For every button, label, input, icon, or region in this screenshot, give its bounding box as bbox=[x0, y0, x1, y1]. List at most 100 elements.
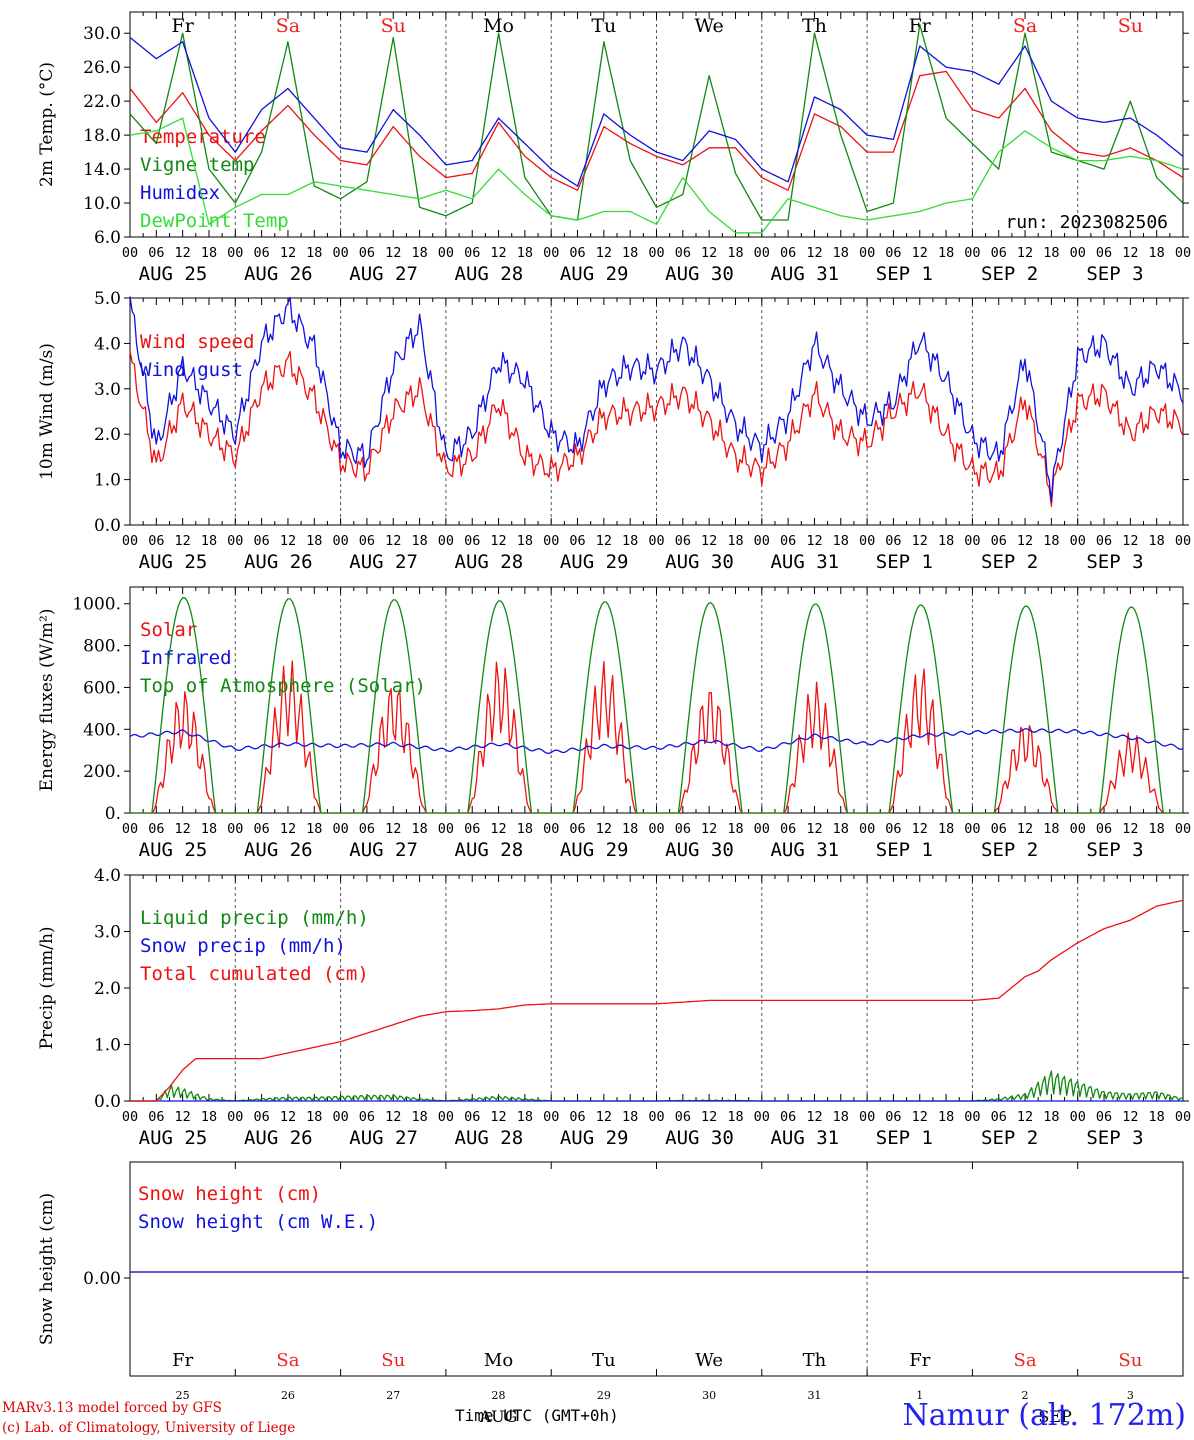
y-tick-label: 18.0 bbox=[83, 126, 121, 146]
legend-entry: Snow height (cm) bbox=[138, 1183, 321, 1205]
x-hour-label: 00 bbox=[438, 245, 454, 261]
x-hour-label: 18 bbox=[833, 533, 849, 549]
x-hour-label: 06 bbox=[1096, 821, 1112, 837]
x-hour-label: 18 bbox=[1043, 1109, 1059, 1125]
x-hour-label: 06 bbox=[885, 821, 901, 837]
x-hour-label: 00 bbox=[438, 821, 454, 837]
day-name-bottom: We bbox=[695, 1350, 723, 1371]
x-date-label: SEP 3 bbox=[1086, 263, 1143, 285]
x-hour-label: 12 bbox=[912, 245, 928, 261]
y-tick-label: 800. bbox=[83, 637, 121, 657]
x-date-label: AUG 29 bbox=[560, 1127, 629, 1149]
day-number: 1 bbox=[916, 1389, 923, 1402]
x-date-label: SEP 3 bbox=[1086, 839, 1143, 861]
y-tick-label: 200. bbox=[83, 762, 121, 782]
x-hour-label: 00 bbox=[438, 533, 454, 549]
x-axis-title: Time UTC (GMT+0h) bbox=[455, 1406, 619, 1425]
y-tick-label: 4.0 bbox=[94, 866, 121, 886]
panel-1: 6.0 10.0 14.0 18.0 22.0 26.0 30.0 2m Temp. (°C)… bbox=[37, 11, 1191, 285]
x-hour-label: 12 bbox=[490, 245, 506, 261]
x-hour-label: 00 bbox=[964, 821, 980, 837]
x-hour-label: 06 bbox=[675, 533, 691, 549]
x-hour-label: 00 bbox=[648, 245, 664, 261]
x-hour-label: 12 bbox=[1122, 821, 1138, 837]
day-name-top: Fr bbox=[172, 15, 195, 37]
y-tick-label: 0. bbox=[105, 804, 121, 824]
x-date-label: AUG 28 bbox=[455, 1127, 524, 1149]
y-axis-label: 10m Wind (m/s) bbox=[37, 343, 57, 480]
x-hour-label: 06 bbox=[148, 821, 164, 837]
x-hour-label: 00 bbox=[543, 1109, 559, 1125]
x-hour-label: 06 bbox=[675, 821, 691, 837]
x-hour-label: 00 bbox=[1070, 245, 1086, 261]
x-hour-label: 00 bbox=[543, 533, 559, 549]
x-hour-label: 12 bbox=[701, 533, 717, 549]
day-name-bottom: Fr bbox=[909, 1350, 930, 1371]
day-name-bottom: Mo bbox=[484, 1350, 513, 1371]
day-name-bottom: Th bbox=[803, 1350, 827, 1371]
x-hour-label: 00 bbox=[122, 1109, 138, 1125]
y-tick-label: 4.0 bbox=[94, 334, 121, 354]
x-date-label: SEP 2 bbox=[981, 263, 1038, 285]
footer-model-credit: MARv3.13 model forced by GFS bbox=[2, 1400, 222, 1416]
x-date-label: SEP 1 bbox=[876, 263, 933, 285]
series-humidex-line bbox=[129, 36, 1184, 187]
x-hour-label: 18 bbox=[201, 245, 217, 261]
x-hour-label: 12 bbox=[596, 245, 612, 261]
day-number: 27 bbox=[386, 1389, 400, 1402]
x-hour-label: 18 bbox=[306, 245, 322, 261]
x-hour-label: 06 bbox=[148, 245, 164, 261]
day-number: 31 bbox=[807, 1389, 821, 1402]
x-hour-label: 00 bbox=[754, 1109, 770, 1125]
x-hour-label: 00 bbox=[332, 821, 348, 837]
x-date-label: AUG 28 bbox=[455, 263, 524, 285]
y-tick-label: 3.0 bbox=[94, 923, 121, 943]
y-axis-label: Snow height (cm) bbox=[37, 1193, 57, 1345]
x-hour-label: 18 bbox=[938, 245, 954, 261]
x-hour-label: 18 bbox=[306, 1109, 322, 1125]
x-hour-label: 12 bbox=[1122, 533, 1138, 549]
legend-entry: Humidex bbox=[140, 182, 220, 204]
x-hour-label: 18 bbox=[201, 821, 217, 837]
x-hour-label: 00 bbox=[332, 245, 348, 261]
panel-2: 0.0 1.0 2.0 3.0 4.0 5.0 10m Wind (m/s) 00 06 12 18… bbox=[37, 289, 1191, 573]
x-hour-label: 06 bbox=[991, 245, 1007, 261]
series-wind-gust-line bbox=[129, 296, 1184, 503]
day-number: 30 bbox=[702, 1389, 716, 1402]
x-hour-label: 18 bbox=[727, 1109, 743, 1125]
x-hour-label: 00 bbox=[332, 1109, 348, 1125]
y-axis-label: 2m Temp. (°C) bbox=[37, 62, 57, 187]
x-hour-label: 18 bbox=[833, 245, 849, 261]
y-tick-label: 0.0 bbox=[94, 516, 121, 536]
x-hour-label: 12 bbox=[1017, 821, 1033, 837]
x-hour-label: 00 bbox=[859, 533, 875, 549]
y-tick-label: 400. bbox=[83, 720, 121, 740]
x-hour-label: 00 bbox=[1175, 1109, 1191, 1125]
y-tick-label: 0.0 bbox=[94, 1092, 121, 1112]
x-hour-label: 18 bbox=[411, 821, 427, 837]
y-tick-label: 0.00 bbox=[83, 1269, 121, 1289]
x-hour-label: 00 bbox=[438, 1109, 454, 1125]
x-date-label: AUG 29 bbox=[560, 839, 629, 861]
x-hour-label: 18 bbox=[938, 821, 954, 837]
x-hour-label: 00 bbox=[332, 533, 348, 549]
x-hour-label: 06 bbox=[359, 245, 375, 261]
y-tick-label: 2.0 bbox=[94, 425, 121, 445]
x-hour-label: 06 bbox=[148, 1109, 164, 1125]
x-hour-label: 18 bbox=[201, 533, 217, 549]
series-wind-speed-line bbox=[129, 350, 1184, 507]
x-hour-label: 12 bbox=[596, 533, 612, 549]
day-number: 26 bbox=[281, 1389, 295, 1402]
x-hour-label: 00 bbox=[227, 821, 243, 837]
x-hour-label: 00 bbox=[543, 821, 559, 837]
x-hour-label: 00 bbox=[964, 1109, 980, 1125]
x-hour-label: 12 bbox=[1017, 245, 1033, 261]
y-tick-label: 600. bbox=[83, 678, 121, 698]
x-hour-label: 12 bbox=[280, 821, 296, 837]
x-hour-label: 12 bbox=[385, 1109, 401, 1125]
x-hour-label: 06 bbox=[1096, 1109, 1112, 1125]
x-hour-label: 00 bbox=[859, 245, 875, 261]
x-hour-label: 06 bbox=[359, 533, 375, 549]
panel-4: 0.0 1.0 2.0 3.0 4.0 Precip (mm/h) 00 06 12 18 00 06… bbox=[37, 866, 1191, 1149]
x-hour-label: 18 bbox=[1149, 245, 1165, 261]
